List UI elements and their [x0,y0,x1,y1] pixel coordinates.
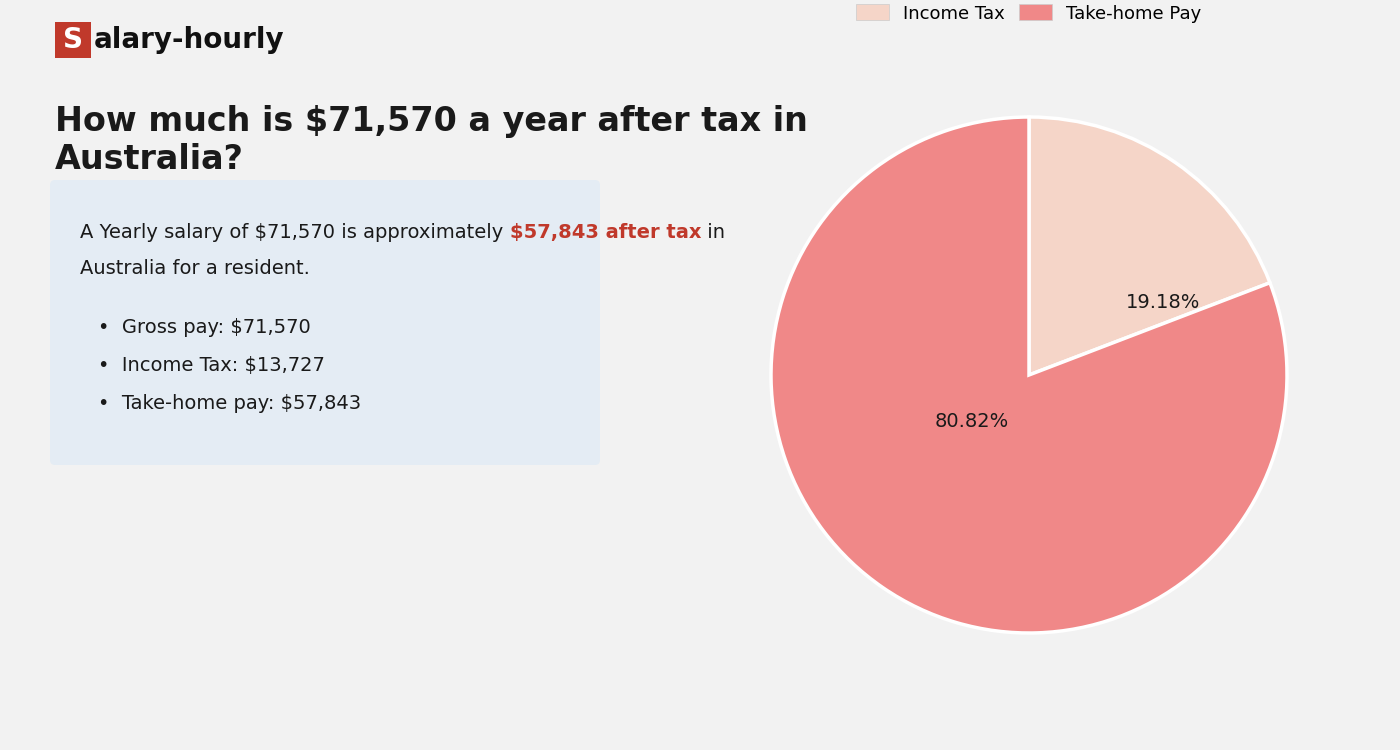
Text: How much is $71,570 a year after tax in: How much is $71,570 a year after tax in [55,105,808,138]
Text: Australia for a resident.: Australia for a resident. [80,259,309,278]
FancyBboxPatch shape [50,180,601,465]
Text: •  Take-home pay: $57,843: • Take-home pay: $57,843 [98,394,361,413]
Text: 80.82%: 80.82% [935,412,1009,431]
Wedge shape [771,117,1287,633]
Text: •  Gross pay: $71,570: • Gross pay: $71,570 [98,318,311,337]
Text: alary-hourly: alary-hourly [94,26,284,54]
Legend: Income Tax, Take-home Pay: Income Tax, Take-home Pay [850,0,1208,30]
Text: •  Income Tax: $13,727: • Income Tax: $13,727 [98,356,325,375]
Text: S: S [63,26,83,54]
Text: in: in [701,223,725,242]
Text: $57,843 after tax: $57,843 after tax [510,223,701,242]
Text: Australia?: Australia? [55,143,244,176]
Text: 19.18%: 19.18% [1126,293,1200,312]
Text: A Yearly salary of $71,570 is approximately: A Yearly salary of $71,570 is approximat… [80,223,510,242]
Bar [55,22,91,58]
Wedge shape [1029,117,1270,375]
